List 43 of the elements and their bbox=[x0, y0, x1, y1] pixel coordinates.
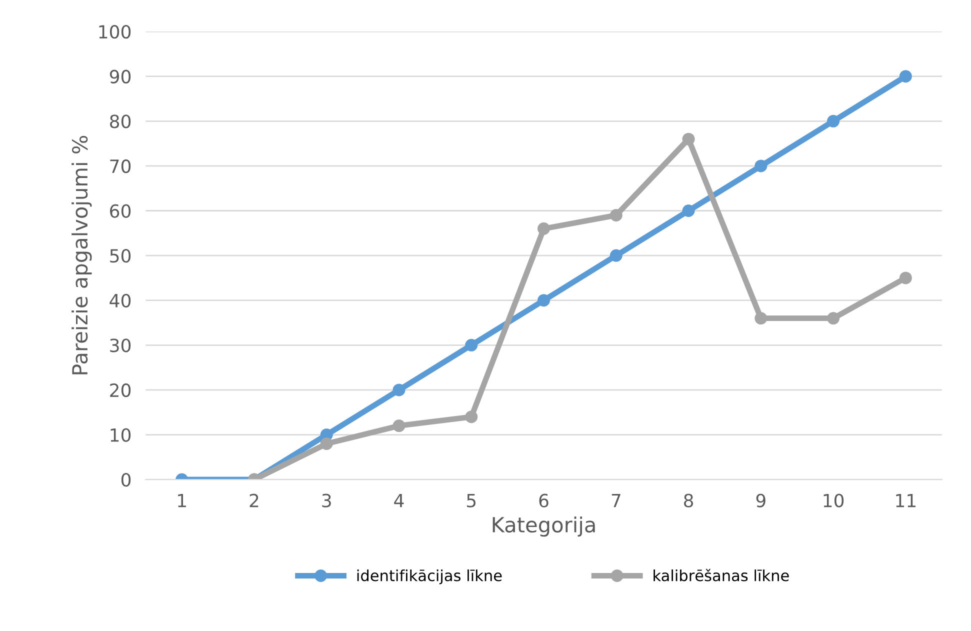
point bbox=[538, 222, 550, 235]
point bbox=[899, 70, 912, 83]
point bbox=[682, 132, 695, 146]
x-tick-label: 2 bbox=[250, 494, 258, 508]
x-tick-label: 4 bbox=[394, 494, 404, 508]
y-tick-label: 10 bbox=[110, 428, 131, 442]
x-tick-label: 3 bbox=[322, 494, 331, 508]
x-tick-label: 10 bbox=[824, 494, 844, 508]
x-tick-label: 5 bbox=[467, 494, 476, 508]
point bbox=[392, 384, 406, 396]
point bbox=[754, 312, 768, 325]
y-tick-label: 90 bbox=[110, 70, 131, 84]
point bbox=[682, 204, 695, 218]
legend-label: kalibrēšanas līkne bbox=[654, 568, 789, 582]
y-tick-label: 100 bbox=[99, 25, 131, 39]
y-tick-label: 40 bbox=[110, 294, 131, 308]
x-axis-title: Kategorija bbox=[492, 516, 595, 537]
x-tick-label: 9 bbox=[756, 494, 766, 508]
x-tick-label: 11 bbox=[896, 494, 916, 508]
y-axis-title: Pareizie apgalvojumi % bbox=[72, 136, 92, 374]
y-tick-label: 20 bbox=[110, 383, 131, 398]
y-tick-label: 30 bbox=[110, 338, 131, 352]
x-tick-label: 8 bbox=[684, 494, 694, 508]
point bbox=[754, 160, 768, 172]
point bbox=[827, 312, 840, 325]
point bbox=[899, 272, 912, 284]
y-tick-label: 60 bbox=[110, 204, 131, 218]
y-tick-label: 50 bbox=[110, 249, 131, 263]
point bbox=[465, 338, 478, 352]
x-tick-label: 1 bbox=[178, 494, 186, 508]
point bbox=[392, 420, 406, 432]
point bbox=[538, 294, 550, 307]
point bbox=[610, 249, 622, 262]
x-tick-label: 7 bbox=[612, 494, 620, 508]
point bbox=[827, 114, 840, 128]
y-tick-label: 80 bbox=[110, 114, 131, 128]
x-tick-label: 6 bbox=[539, 494, 548, 508]
y-tick-label: 70 bbox=[110, 159, 131, 174]
point bbox=[320, 437, 333, 450]
legend-label: identifikācijas līkne bbox=[357, 569, 502, 584]
point bbox=[610, 208, 622, 222]
y-tick-label: 0 bbox=[121, 473, 131, 487]
point bbox=[465, 410, 478, 424]
